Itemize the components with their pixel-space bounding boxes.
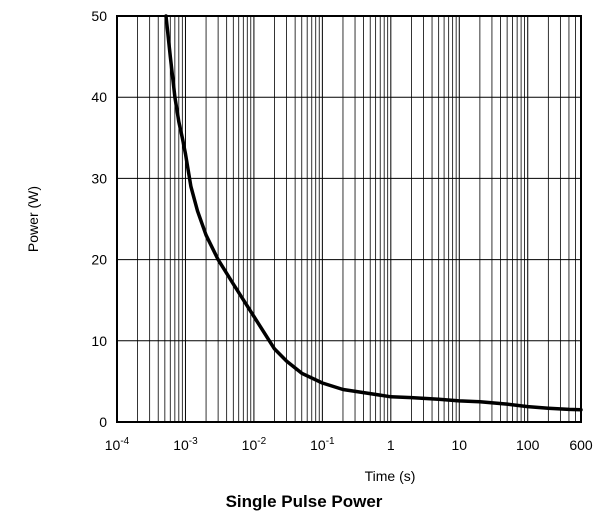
y-tick-label: 40 (91, 89, 107, 105)
x-tick-label: 10-3 (173, 436, 198, 453)
chart-title: Single Pulse Power (225, 492, 383, 511)
grid-lines (116, 15, 582, 423)
y-axis-label: Power (W) (25, 185, 41, 253)
x-tick-label: 100 (516, 437, 540, 453)
x-tick-label: 10-1 (310, 436, 335, 453)
x-tick-label: 1 (387, 437, 395, 453)
y-tick-label: 50 (91, 8, 107, 24)
power-curve (164, 14, 583, 412)
x-tick-labels: 10-4 10-3 10-2 10-1 1 10 100 600 (105, 436, 593, 453)
y-tick-label: 10 (91, 333, 107, 349)
y-tick-label: 0 (99, 414, 107, 430)
plot-frame (116, 15, 582, 423)
x-tick-label: 10-4 (105, 436, 130, 453)
x-tick-label: 600 (569, 437, 593, 453)
y-tick-label: 20 (91, 252, 107, 268)
x-tick-label: 10-2 (242, 436, 267, 453)
x-axis-label: Time (s) (364, 468, 416, 484)
x-tick-label: 10 (451, 437, 467, 453)
y-tick-labels: 0 10 20 30 40 50 (91, 8, 107, 430)
power-curve-layer (164, 14, 583, 412)
y-tick-label: 30 (91, 170, 107, 186)
